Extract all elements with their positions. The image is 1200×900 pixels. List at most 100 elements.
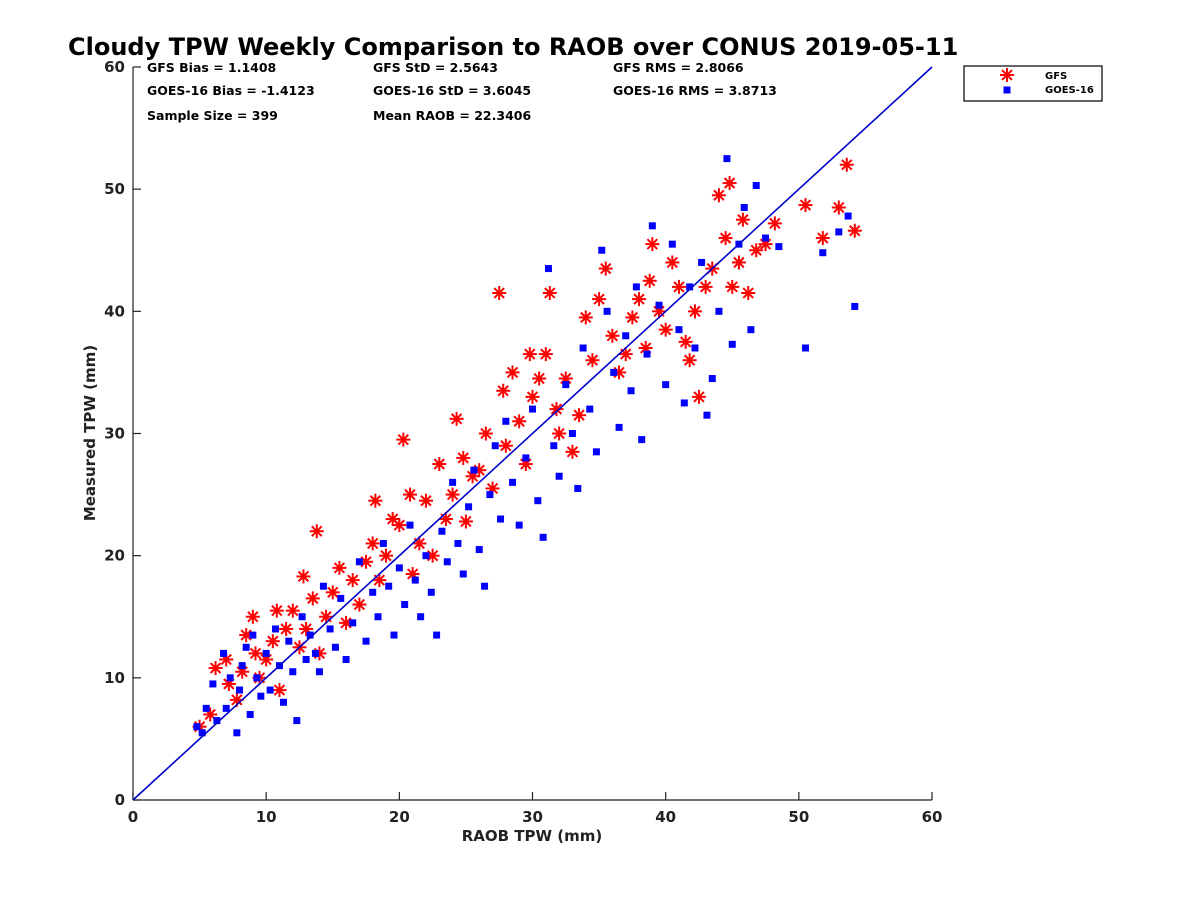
data-point (722, 176, 737, 191)
data-point (610, 368, 618, 376)
data-point (496, 383, 511, 398)
data-point (365, 536, 380, 551)
data-point (226, 674, 234, 682)
data-point (741, 286, 756, 301)
data-point (285, 603, 300, 618)
data-point (851, 302, 859, 310)
data-point (418, 493, 433, 508)
legend-gfs-label: GFS (1045, 71, 1067, 82)
data-point (801, 344, 809, 352)
data-point (578, 310, 593, 325)
data-point (456, 450, 471, 465)
data-point (538, 347, 553, 362)
data-point (718, 231, 733, 246)
data-point (443, 558, 451, 566)
data-point (454, 539, 462, 547)
data-point (269, 603, 284, 618)
x-tick-label: 60 (922, 808, 943, 826)
data-point (703, 411, 711, 419)
data-point (509, 478, 517, 486)
data-point (412, 536, 427, 551)
data-point (221, 676, 236, 691)
data-point (598, 261, 613, 276)
data-point (332, 560, 347, 575)
data-point (233, 729, 241, 737)
data-point (459, 570, 467, 578)
data-point (544, 265, 552, 273)
y-tick-label: 50 (104, 180, 125, 198)
data-point (392, 518, 407, 533)
data-point (445, 487, 460, 502)
data-point (747, 326, 755, 334)
data-point (665, 255, 680, 270)
data-point (815, 231, 830, 246)
data-point (715, 307, 723, 315)
data-point (682, 353, 697, 368)
data-point (193, 723, 201, 731)
stat-sample-size: Sample Size = 399 (147, 108, 278, 123)
data-point (668, 240, 676, 248)
data-point (390, 631, 398, 639)
one-to-one-line (132, 66, 933, 801)
data-point (449, 478, 457, 486)
y-axis-label: Measured TPW (mm) (81, 345, 99, 521)
data-point (728, 340, 736, 348)
data-point (625, 310, 640, 325)
data-point (662, 381, 670, 389)
data-point (362, 637, 370, 645)
y-tick-label: 40 (104, 302, 125, 320)
stat-goes-bias: GOES-16 Bias = -1.4123 (147, 83, 315, 98)
data-point (565, 444, 580, 459)
data-point (395, 564, 403, 572)
data-point (306, 631, 314, 639)
stat-mean-raob: Mean RAOB = 22.3406 (373, 108, 531, 123)
data-point (406, 521, 414, 529)
data-point (337, 594, 345, 602)
data-point (552, 426, 567, 441)
x-tick-label: 0 (128, 808, 138, 826)
data-point (555, 472, 563, 480)
data-point (433, 631, 441, 639)
data-point (449, 411, 464, 426)
data-point (298, 613, 306, 621)
data-point (402, 487, 417, 502)
data-point (432, 457, 447, 472)
data-point (475, 546, 483, 554)
data-point (279, 698, 287, 706)
data-point (478, 426, 493, 441)
data-point (618, 347, 633, 362)
data-point (819, 249, 827, 257)
data-point (236, 686, 244, 694)
data-point (417, 613, 425, 621)
data-point (285, 637, 293, 645)
data-point (272, 683, 287, 698)
data-point (465, 503, 473, 511)
x-axis-label: RAOB TPW (mm) (462, 827, 603, 845)
data-point (762, 234, 770, 242)
data-point (305, 591, 320, 606)
y-tick-label: 0 (115, 791, 125, 809)
data-point (698, 258, 706, 266)
data-point (262, 649, 270, 657)
data-point (831, 200, 846, 215)
chart-title: Cloudy TPW Weekly Comparison to RAOB ove… (68, 33, 958, 61)
data-point (470, 466, 478, 474)
data-point (266, 686, 274, 694)
legend-goes-symbol (1003, 86, 1011, 94)
data-point (532, 371, 547, 386)
data-point (319, 582, 327, 590)
data-point (622, 332, 630, 340)
legend-box (963, 65, 1103, 102)
data-point (325, 585, 340, 600)
legend-goes-marker (1003, 86, 1011, 94)
data-point (311, 649, 319, 657)
data-point (550, 442, 558, 450)
data-point (844, 212, 852, 220)
data-point (542, 286, 557, 301)
stat-gfs-std: GFS StD = 2.5643 (373, 60, 498, 75)
data-point (379, 548, 394, 563)
data-point (586, 405, 594, 413)
data-point (711, 188, 726, 203)
legend-gfs-marker (1000, 68, 1014, 82)
data-point (458, 514, 473, 529)
